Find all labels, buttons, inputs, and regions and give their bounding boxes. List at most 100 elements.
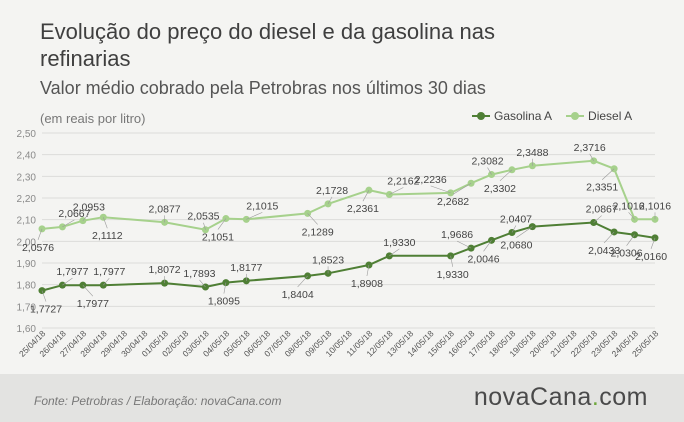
leader-line-diesel [628,212,635,220]
leader-line-diesel [487,167,492,175]
leader-line-gasolina [456,240,472,249]
leader-line-diesel [307,213,318,225]
leader-line-gasolina [626,234,635,246]
data-label-gasolina: 2,0867 [586,204,618,216]
leader-line-gasolina [199,279,206,288]
leader-line-gasolina [41,290,47,302]
data-label-gasolina: 1,9330 [437,269,469,281]
y-tick-label: 2,50 [17,129,37,140]
leader-line-gasolina [603,231,615,244]
data-label-gasolina: 1,8177 [230,262,262,274]
data-label-diesel: 2,2682 [437,196,469,208]
data-label-gasolina: 1,8404 [282,289,314,301]
leader-line-gasolina [223,282,227,294]
data-label-diesel: 2,2361 [347,203,379,215]
data-label-gasolina: 1,9330 [383,237,415,249]
data-label-diesel: 2,1016 [613,200,645,212]
leader-line-diesel [362,190,370,202]
y-tick-label: 2,20 [17,194,37,205]
leader-line-diesel [589,153,594,161]
y-tick-label: 2,40 [17,151,37,162]
leader-line-gasolina [389,248,400,257]
data-label-diesel: 2,0953 [73,202,105,214]
leader-line-gasolina [62,277,73,286]
leader-line-gasolina [366,264,370,277]
chart-title: Evolução do preço do diesel e da gasolin… [40,19,495,71]
y-tick-label: 2,10 [17,216,37,227]
data-label-diesel: 2,0877 [149,203,181,215]
y-tick-label: 1,80 [17,281,37,292]
data-label-diesel: 2,1728 [316,185,348,197]
leader-line-diesel [327,196,333,205]
legend-item-diesel: Diesel A [566,109,632,123]
data-label-gasolina: 1,7893 [183,268,215,280]
y-tick-label: 2,30 [17,172,37,183]
data-label-diesel: 2,0576 [22,242,54,254]
data-label-gasolina: 2,0407 [500,214,532,226]
data-label-diesel: 2,3351 [586,182,618,194]
unit-note: (em reais por litro) [40,111,146,126]
leader-line-gasolina [450,255,453,267]
leader-line-diesel [499,169,513,182]
legend-swatch-gasolina [472,112,490,120]
data-label-diesel: 2,1016 [639,200,671,212]
data-label-diesel: 2,3082 [471,156,503,168]
leader-line-diesel [246,212,263,220]
leader-line-gasolina [593,215,602,223]
legend: Gasolina A Diesel A [472,109,632,123]
data-label-gasolina: 2,0433 [588,245,620,257]
data-label-diesel: 2,2162 [387,175,419,187]
data-label-gasolina: 2,0046 [467,253,499,265]
data-label-diesel: 2,0535 [187,211,219,223]
data-label-gasolina: 1,9686 [441,229,473,241]
data-label-diesel: 2,3716 [574,142,606,154]
data-label-gasolina: 1,7727 [30,304,62,316]
data-label-gasolina: 2,0306 [611,248,643,260]
leader-line-diesel [452,182,472,195]
data-label-gasolina: 1,8095 [208,296,240,308]
leader-line-gasolina [103,277,110,286]
legend-swatch-diesel [566,112,585,120]
leader-line-gasolina [297,275,308,288]
y-tick-label: 2,00 [17,237,37,248]
y-tick-label: 1,70 [17,302,37,313]
leader-line-diesel [389,187,404,195]
footer: Fonte: Petrobras / Elaboração: novaCana.… [0,374,684,422]
data-point-gasolina [385,252,393,260]
data-label-gasolina: 1,7977 [93,266,125,278]
leader-line-diesel [37,228,43,240]
leader-line-diesel [82,213,90,221]
leader-line-gasolina [516,226,533,238]
leader-line-gasolina [511,225,517,233]
data-label-gasolina: 1,7977 [56,266,88,278]
leader-line-gasolina [82,284,94,297]
data-label-gasolina: 1,8523 [312,254,344,266]
data-label-diesel: 2,3302 [484,183,516,195]
data-label-gasolina: 2,0160 [635,251,667,263]
data-label-diesel: 2,0667 [58,208,90,220]
data-label-gasolina: 1,7977 [77,298,109,310]
legend-label-gasolina: Gasolina A [494,109,553,123]
data-label-diesel: 2,1289 [302,226,334,238]
y-tick-label: 1,60 [17,324,37,335]
data-label-gasolina: 1,8908 [351,278,383,290]
leader-line-diesel [217,218,227,230]
data-label-diesel: 2,1051 [202,232,234,244]
data-label-diesel: 2,1015 [246,200,278,212]
leader-line-diesel [601,168,615,180]
logo-text-main: novaCana [473,383,592,411]
logo-text-dot: . [591,383,600,411]
legend-item-gasolina: Gasolina A [472,109,552,123]
series-line-gasolina [41,221,656,292]
data-label-diesel: 2,3488 [516,147,548,159]
leader-line-diesel [62,219,75,228]
leader-line-gasolina [650,237,656,249]
leader-line-diesel [103,217,108,229]
line-chart: 1,60 1,70 1,80 1,90 2,00 2,10 2,20 2,30 2,40 2,50… [17,129,672,359]
leader-line-diesel [430,185,451,194]
source-note: Fonte: Petrobras / Elaboração: novaCana.… [34,394,282,408]
data-label-diesel: 2,1112 [92,230,123,242]
chart-subtitle: Valor médio cobrado pela Petrobras nos ú… [40,78,486,98]
leader-line-diesel [203,222,206,230]
data-label-diesel: 2,2236 [415,174,447,186]
